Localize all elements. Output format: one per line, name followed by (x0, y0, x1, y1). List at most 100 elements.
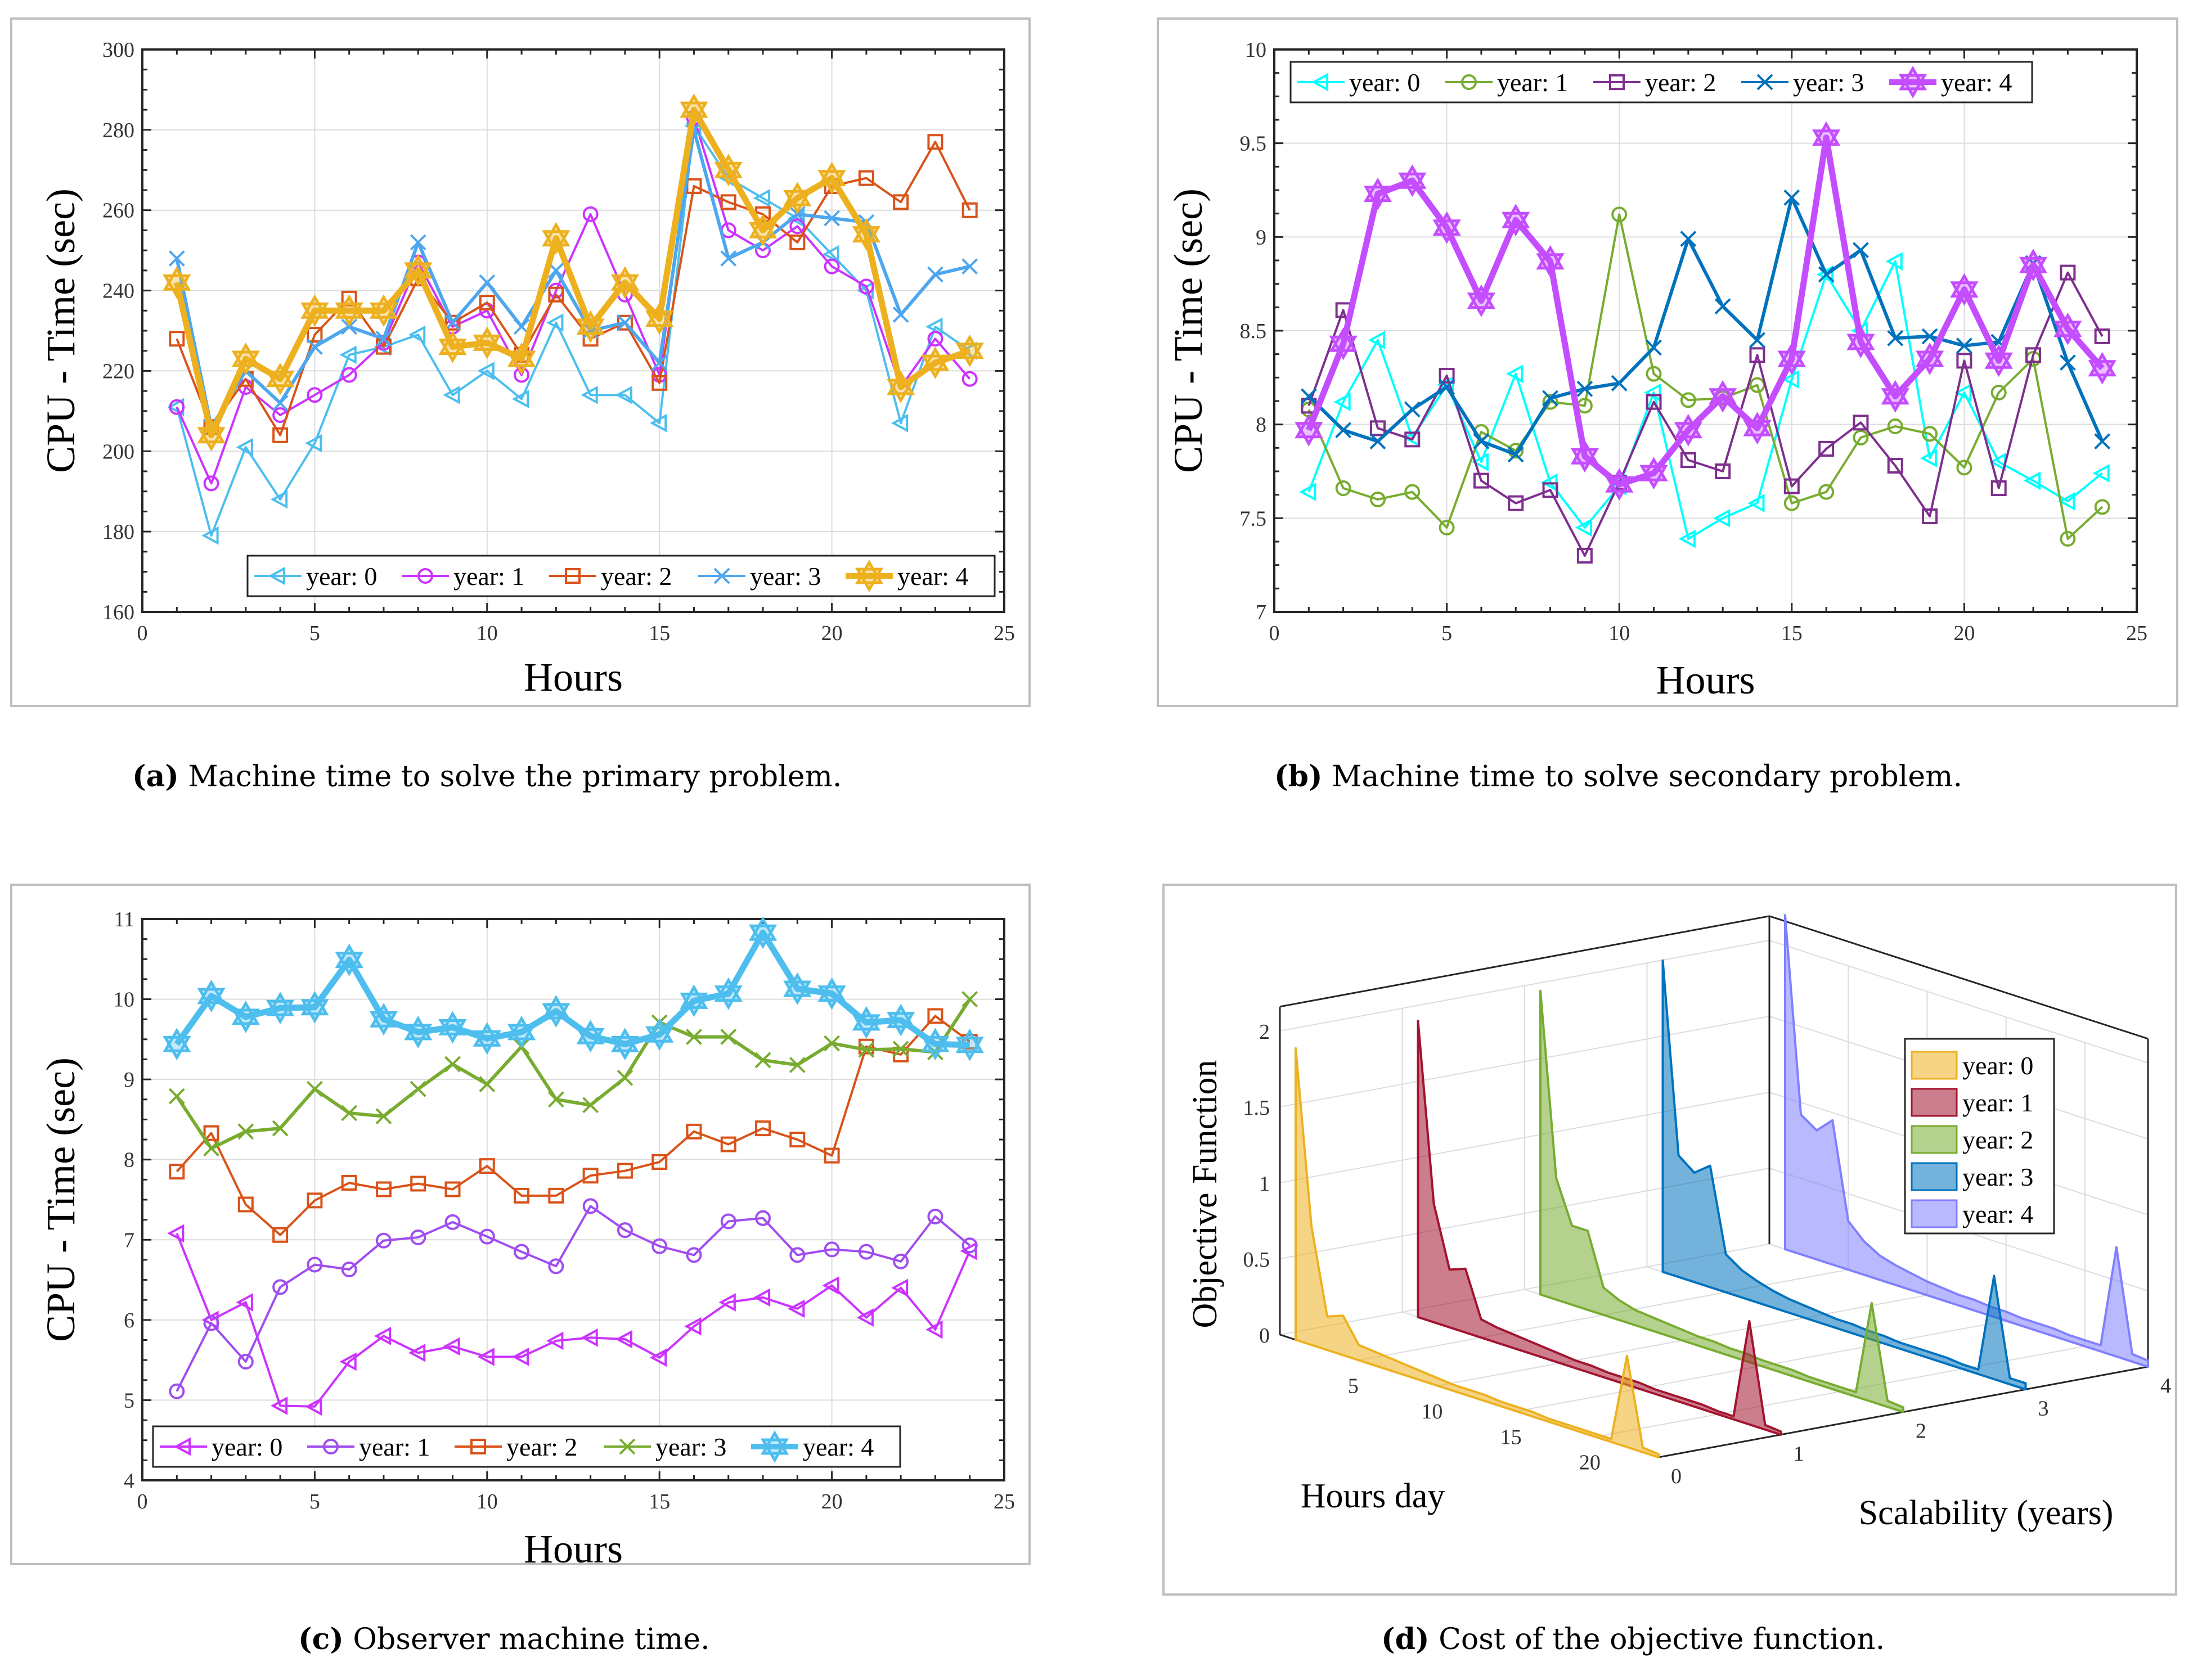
y-tick-label: 1 (1794, 1442, 1804, 1466)
data-point (1747, 494, 1765, 513)
z-tick-label: 0.5 (1243, 1248, 1270, 1272)
data-point (237, 1354, 254, 1370)
data-point (1467, 284, 1496, 317)
data-point (2053, 312, 2082, 345)
legend-marker (1898, 66, 1927, 98)
data-point (2019, 249, 2048, 282)
data-point (514, 367, 530, 383)
z-tick-label: 0 (1259, 1324, 1270, 1348)
data-point (341, 1175, 357, 1191)
data-point (1714, 298, 1731, 315)
x-tick-label: 20 (1953, 621, 1975, 645)
data-point (266, 362, 295, 395)
data-point (542, 222, 570, 255)
y-tick-label: 280 (102, 119, 134, 142)
x-tick-label: 0 (137, 1490, 148, 1514)
data-point (1300, 388, 1317, 405)
data-point (305, 1397, 322, 1416)
legend-label: year: 0 (1349, 68, 1420, 97)
data-point (1783, 495, 1800, 511)
legend: year: 0 year: 1 year: 2 year: 3 year: 4 (246, 555, 996, 597)
data-point (1570, 440, 1599, 473)
x-axis-label: Hours day (1301, 1477, 1445, 1515)
data-point (921, 346, 950, 380)
x-tick-label: 5 (309, 621, 320, 645)
caption-label: (b) (1274, 759, 1323, 794)
data-point (893, 1253, 909, 1269)
data-point (824, 210, 841, 227)
series-area (1784, 914, 2149, 1368)
data-point (789, 1057, 806, 1073)
data-point (1887, 330, 1904, 346)
data-point (927, 1208, 943, 1224)
data-point (1743, 412, 1772, 445)
panel-frame (1162, 884, 2177, 1596)
x-tick-label: 10 (1421, 1400, 1442, 1424)
legend-marker (855, 560, 884, 592)
data-point (753, 188, 771, 208)
legend-label: year: 2 (1962, 1125, 2033, 1154)
data-point (753, 1288, 771, 1307)
data-point (1818, 484, 1835, 500)
series-year-4 (1784, 914, 2149, 1368)
ticks (141, 918, 1005, 1481)
data-point (610, 1028, 640, 1061)
data-point (546, 1331, 564, 1350)
data-point (651, 1238, 668, 1254)
data-point (617, 314, 633, 331)
y-tick-label: 6 (124, 1309, 134, 1332)
data-point (404, 254, 433, 287)
caption: (d) Cost of the objective function. (1381, 1622, 1885, 1656)
legend-marker (565, 568, 581, 584)
data-point (1576, 398, 1593, 414)
data-point (479, 274, 496, 291)
caption-body: Machine time to solve the primary proble… (179, 760, 842, 794)
data-point (1956, 460, 1972, 476)
data-point (270, 490, 288, 509)
x-tick-label: 5 (1441, 621, 1452, 645)
data-point (1783, 189, 1800, 206)
data-point (1404, 484, 1421, 500)
series-year-0 (167, 1224, 977, 1416)
caption-body: Cost of the objective function. (1430, 1623, 1885, 1656)
data-point (163, 1028, 191, 1061)
data-point (410, 1080, 426, 1097)
data-point (1818, 441, 1835, 457)
x-axis-label: Hours (524, 655, 623, 700)
data-point (335, 943, 363, 976)
data-point (408, 1343, 426, 1362)
data-point (2094, 433, 2111, 450)
data-point (927, 134, 943, 150)
data-point (1922, 508, 1938, 524)
data-point (300, 990, 329, 1024)
y-tick-label: 220 (102, 359, 134, 383)
y-tick-label: 8 (1256, 413, 1266, 437)
data-point (1502, 204, 1530, 237)
series-area (1539, 989, 1904, 1413)
data-point (1576, 548, 1593, 564)
data-point (961, 258, 978, 275)
x-tick-label: 25 (994, 621, 1015, 645)
y-axis-label: Scalability (years) (1859, 1494, 2114, 1532)
box-edge (1279, 915, 1770, 1008)
x-tick-label: 25 (2126, 621, 2147, 645)
data-point (1713, 508, 1731, 528)
data-point (404, 1015, 433, 1049)
legend: year: 0 year: 1 year: 2 year: 3 year: 4 (152, 1425, 901, 1468)
data-point (754, 1052, 771, 1069)
y-axis-label: CPU - Time (sec) (1166, 188, 1211, 473)
data-point (237, 379, 254, 395)
legend-marker (713, 567, 730, 584)
data-point (686, 1247, 702, 1263)
legend-label: year: 1 (359, 1433, 430, 1461)
data-point (1812, 121, 1841, 154)
data-point (1990, 480, 2007, 496)
data-point (1506, 364, 1524, 384)
data-point (961, 991, 978, 1007)
data-point (444, 1056, 461, 1073)
data-point (748, 214, 778, 247)
legend-label: year: 3 (655, 1433, 726, 1461)
data-point (1749, 347, 1765, 363)
data-point (1299, 483, 1316, 502)
data-point (236, 438, 253, 457)
